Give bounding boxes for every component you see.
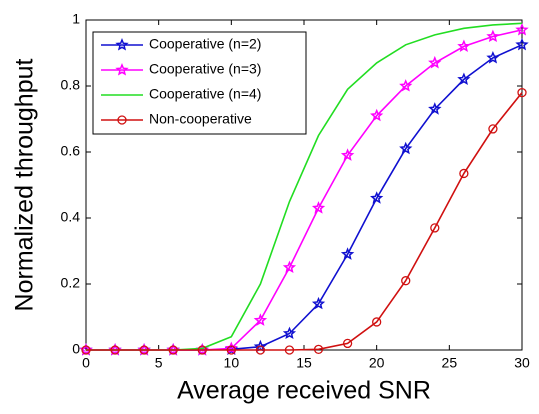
marker	[340, 148, 355, 161]
legend-label: Non-cooperative	[149, 111, 252, 127]
x-tick-label: 30	[514, 355, 530, 371]
legend-box	[92, 31, 307, 135]
marker	[226, 345, 236, 355]
marker	[428, 55, 442, 69]
x-tick-label: 5	[155, 355, 163, 371]
marker	[197, 345, 207, 355]
legend-label: Cooperative (n=2)	[149, 36, 261, 52]
marker	[139, 345, 149, 355]
series-line	[86, 92, 523, 351]
marker	[370, 108, 384, 122]
marker	[313, 344, 324, 354]
legend-label: Cooperative (n=4)	[149, 86, 261, 102]
marker	[459, 168, 469, 179]
y-tick-label: 1	[72, 11, 80, 27]
marker	[399, 79, 413, 92]
marker	[372, 317, 382, 327]
y-axis-label: Normalized throughput	[11, 58, 39, 311]
marker	[401, 276, 411, 286]
legend-marker	[117, 115, 127, 125]
marker	[81, 345, 91, 355]
marker	[110, 345, 120, 355]
marker	[311, 201, 326, 214]
y-tick-label: 0	[72, 341, 80, 357]
marker	[457, 72, 471, 85]
marker	[428, 102, 442, 115]
x-tick-label: 10	[224, 355, 240, 371]
x-tick-label: 15	[296, 355, 312, 371]
marker	[517, 87, 527, 98]
marker	[342, 338, 353, 349]
x-tick-label: 0	[82, 355, 90, 371]
marker	[255, 345, 266, 355]
marker	[515, 22, 529, 36]
marker	[457, 39, 471, 53]
marker	[515, 37, 529, 51]
marker	[284, 345, 295, 355]
legend-marker	[115, 63, 129, 76]
legend-label: Cooperative (n=3)	[149, 61, 261, 77]
marker	[282, 260, 297, 274]
marker	[168, 345, 178, 355]
y-tick-label: 0.6	[61, 143, 81, 159]
y-tick-label: 0.2	[61, 275, 81, 291]
x-axis-label: Average received SNR	[177, 377, 431, 405]
y-tick-label: 0.8	[61, 77, 81, 93]
marker	[370, 191, 384, 204]
marker	[282, 326, 297, 340]
x-tick-label: 20	[369, 355, 385, 371]
marker	[253, 339, 268, 353]
marker	[340, 247, 355, 260]
marker	[430, 223, 440, 233]
legend-marker	[115, 38, 129, 51]
x-tick-label: 25	[442, 355, 458, 371]
marker	[488, 124, 498, 134]
marker	[311, 296, 326, 310]
marker	[253, 313, 268, 326]
marker	[399, 141, 413, 155]
marker	[486, 29, 500, 43]
marker	[486, 50, 500, 64]
y-tick-label: 0.4	[61, 209, 81, 225]
